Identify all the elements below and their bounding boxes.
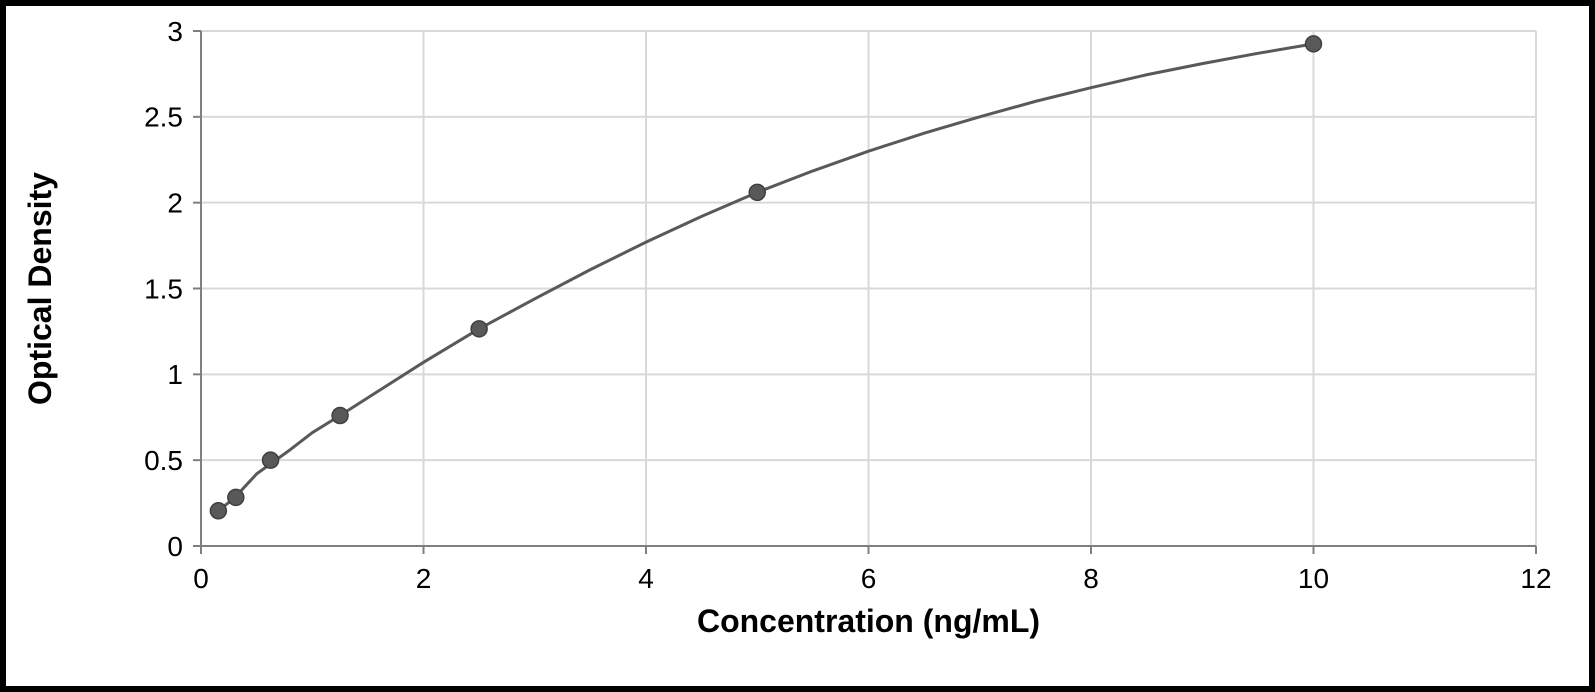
chart-frame: 0 2 4 6 8 10 12 0 0.5 1 1.5 2 2.5 3 Concentration (ng/… xyxy=(0,0,1595,692)
y-tick-label: 0 xyxy=(167,531,183,562)
x-axis-label: Concentration (ng/mL) xyxy=(697,603,1040,639)
data-point xyxy=(749,184,765,200)
x-tick-label: 6 xyxy=(861,563,877,594)
chart-container: 0 2 4 6 8 10 12 0 0.5 1 1.5 2 2.5 3 Concentration (ng/… xyxy=(6,6,1589,686)
x-tick-label: 4 xyxy=(638,563,654,594)
y-axis-label: Optical Density xyxy=(22,172,58,405)
data-point xyxy=(228,489,244,505)
data-point xyxy=(471,321,487,337)
y-tick-label: 1.5 xyxy=(144,273,183,304)
y-tick-label: 1 xyxy=(167,359,183,390)
y-tick-label: 0.5 xyxy=(144,445,183,476)
data-point xyxy=(332,408,348,424)
data-point xyxy=(210,503,226,519)
x-tick-label: 10 xyxy=(1298,563,1329,594)
x-tick-label: 0 xyxy=(193,563,209,594)
chart-svg: 0 2 4 6 8 10 12 0 0.5 1 1.5 2 2.5 3 Concentration (ng/… xyxy=(6,6,1589,686)
x-tick-label: 2 xyxy=(416,563,432,594)
y-tick-label: 3 xyxy=(167,16,183,47)
data-point xyxy=(1306,36,1322,52)
x-tick-label: 8 xyxy=(1083,563,1099,594)
x-tick-label: 12 xyxy=(1520,563,1551,594)
y-tick-label: 2.5 xyxy=(144,102,183,133)
data-point xyxy=(263,452,279,468)
chart-background xyxy=(6,6,1589,686)
y-tick-label: 2 xyxy=(167,187,183,218)
